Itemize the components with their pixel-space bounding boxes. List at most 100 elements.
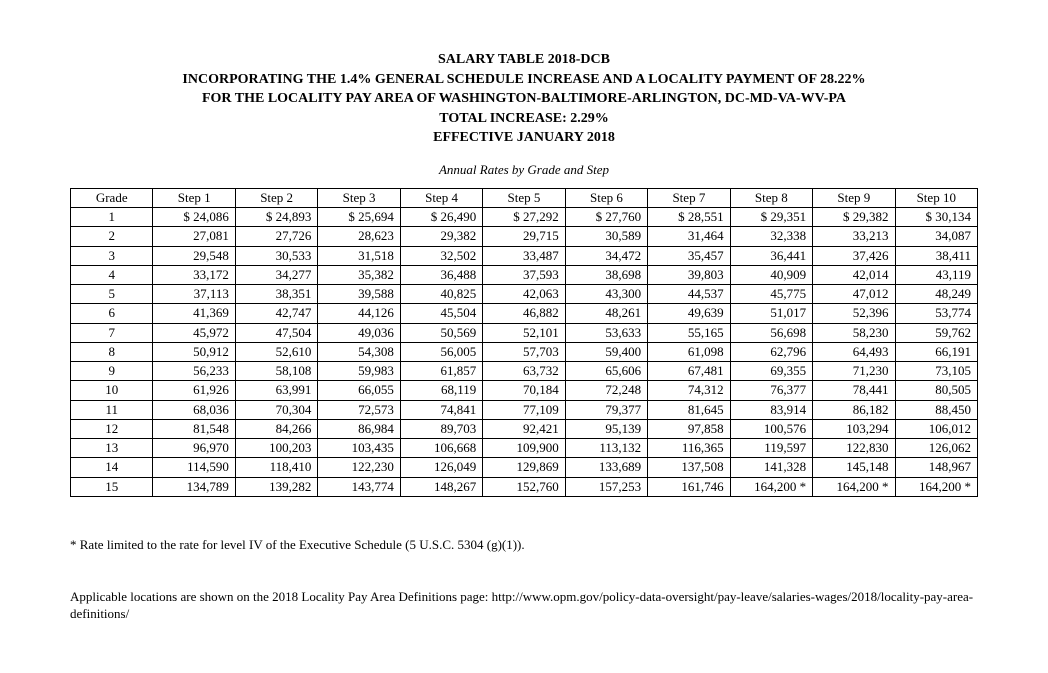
locations-text: Applicable locations are shown on the 20…	[70, 589, 978, 623]
cell-step-1: 134,789	[153, 477, 235, 496]
cell-step-9: 58,230	[813, 323, 895, 342]
cell-step-10: 164,200 *	[895, 477, 977, 496]
col-header-grade: Grade	[71, 188, 153, 207]
cell-step-8: 76,377	[730, 381, 812, 400]
cell-grade: 15	[71, 477, 153, 496]
cell-step-3: 86,984	[318, 419, 400, 438]
table-row: 329,54830,53331,51832,50233,48734,47235,…	[71, 246, 978, 265]
cell-step-1: 114,590	[153, 458, 235, 477]
cell-step-9: $ 29,382	[813, 208, 895, 227]
cell-grade: 12	[71, 419, 153, 438]
col-header-step-3: Step 3	[318, 188, 400, 207]
cell-step-6: 95,139	[565, 419, 647, 438]
cell-step-1: 33,172	[153, 265, 235, 284]
cell-step-2: 70,304	[235, 400, 317, 419]
table-header-row: GradeStep 1Step 2Step 3Step 4Step 5Step …	[71, 188, 978, 207]
document-header: SALARY TABLE 2018-DCB INCORPORATING THE …	[70, 50, 978, 148]
table-body: 1$ 24,086$ 24,893$ 25,694$ 26,490$ 27,29…	[71, 208, 978, 497]
cell-step-2: 118,410	[235, 458, 317, 477]
table-header: GradeStep 1Step 2Step 3Step 4Step 5Step …	[71, 188, 978, 207]
cell-step-5: $ 27,292	[483, 208, 565, 227]
cell-step-6: 65,606	[565, 362, 647, 381]
cell-step-1: 29,548	[153, 246, 235, 265]
cell-step-2: 139,282	[235, 477, 317, 496]
table-row: 537,11338,35139,58840,82542,06343,30044,…	[71, 285, 978, 304]
table-row: 1281,54884,26686,98489,70392,42195,13997…	[71, 419, 978, 438]
cell-step-4: 89,703	[400, 419, 482, 438]
cell-step-2: 52,610	[235, 342, 317, 361]
cell-step-2: 27,726	[235, 227, 317, 246]
cell-step-10: 88,450	[895, 400, 977, 419]
cell-step-10: 80,505	[895, 381, 977, 400]
cell-step-1: $ 24,086	[153, 208, 235, 227]
cell-step-5: 37,593	[483, 265, 565, 284]
cell-step-9: 122,830	[813, 439, 895, 458]
table-row: 641,36942,74744,12645,50446,88248,26149,…	[71, 304, 978, 323]
table-row: 14114,590118,410122,230126,049129,869133…	[71, 458, 978, 477]
cell-step-5: 109,900	[483, 439, 565, 458]
cell-step-5: 63,732	[483, 362, 565, 381]
cell-step-3: 72,573	[318, 400, 400, 419]
cell-step-9: 64,493	[813, 342, 895, 361]
cell-step-9: 164,200 *	[813, 477, 895, 496]
header-line-5: EFFECTIVE JANUARY 2018	[70, 128, 978, 148]
cell-step-7: $ 28,551	[648, 208, 730, 227]
table-row: 850,91252,61054,30856,00557,70359,40061,…	[71, 342, 978, 361]
cell-step-8: 141,328	[730, 458, 812, 477]
cell-step-6: 157,253	[565, 477, 647, 496]
cell-step-7: 67,481	[648, 362, 730, 381]
cell-step-4: 50,569	[400, 323, 482, 342]
cell-step-7: 39,803	[648, 265, 730, 284]
cell-step-7: 81,645	[648, 400, 730, 419]
cell-step-1: 41,369	[153, 304, 235, 323]
cell-step-4: 74,841	[400, 400, 482, 419]
cell-step-2: 58,108	[235, 362, 317, 381]
cell-step-10: 38,411	[895, 246, 977, 265]
cell-step-9: 42,014	[813, 265, 895, 284]
cell-step-6: 30,589	[565, 227, 647, 246]
cell-step-10: 73,105	[895, 362, 977, 381]
table-row: 227,08127,72628,62329,38229,71530,58931,…	[71, 227, 978, 246]
cell-step-8: 69,355	[730, 362, 812, 381]
cell-step-8: 45,775	[730, 285, 812, 304]
cell-step-8: 40,909	[730, 265, 812, 284]
cell-grade: 9	[71, 362, 153, 381]
cell-step-4: 148,267	[400, 477, 482, 496]
cell-step-6: 59,400	[565, 342, 647, 361]
cell-grade: 6	[71, 304, 153, 323]
cell-step-6: 53,633	[565, 323, 647, 342]
cell-step-3: 103,435	[318, 439, 400, 458]
cell-step-6: $ 27,760	[565, 208, 647, 227]
cell-step-7: 44,537	[648, 285, 730, 304]
cell-step-8: 56,698	[730, 323, 812, 342]
cell-step-4: 32,502	[400, 246, 482, 265]
cell-step-6: 48,261	[565, 304, 647, 323]
cell-step-10: 106,012	[895, 419, 977, 438]
cell-step-7: 55,165	[648, 323, 730, 342]
cell-step-1: 56,233	[153, 362, 235, 381]
col-header-step-4: Step 4	[400, 188, 482, 207]
cell-step-9: 52,396	[813, 304, 895, 323]
salary-table: GradeStep 1Step 2Step 3Step 4Step 5Step …	[70, 188, 978, 497]
cell-step-9: 78,441	[813, 381, 895, 400]
table-row: 433,17234,27735,38236,48837,59338,69839,…	[71, 265, 978, 284]
cell-step-7: 116,365	[648, 439, 730, 458]
cell-step-4: 126,049	[400, 458, 482, 477]
cell-step-7: 74,312	[648, 381, 730, 400]
cell-step-9: 71,230	[813, 362, 895, 381]
cell-step-2: 42,747	[235, 304, 317, 323]
cell-grade: 11	[71, 400, 153, 419]
cell-step-2: $ 24,893	[235, 208, 317, 227]
cell-step-9: 86,182	[813, 400, 895, 419]
table-row: 1168,03670,30472,57374,84177,10979,37781…	[71, 400, 978, 419]
cell-step-1: 81,548	[153, 419, 235, 438]
cell-step-10: 59,762	[895, 323, 977, 342]
cell-step-1: 68,036	[153, 400, 235, 419]
cell-grade: 7	[71, 323, 153, 342]
cell-step-10: 148,967	[895, 458, 977, 477]
cell-step-2: 38,351	[235, 285, 317, 304]
cell-step-2: 47,504	[235, 323, 317, 342]
cell-step-5: 46,882	[483, 304, 565, 323]
header-line-1: SALARY TABLE 2018-DCB	[70, 50, 978, 70]
cell-step-2: 30,533	[235, 246, 317, 265]
